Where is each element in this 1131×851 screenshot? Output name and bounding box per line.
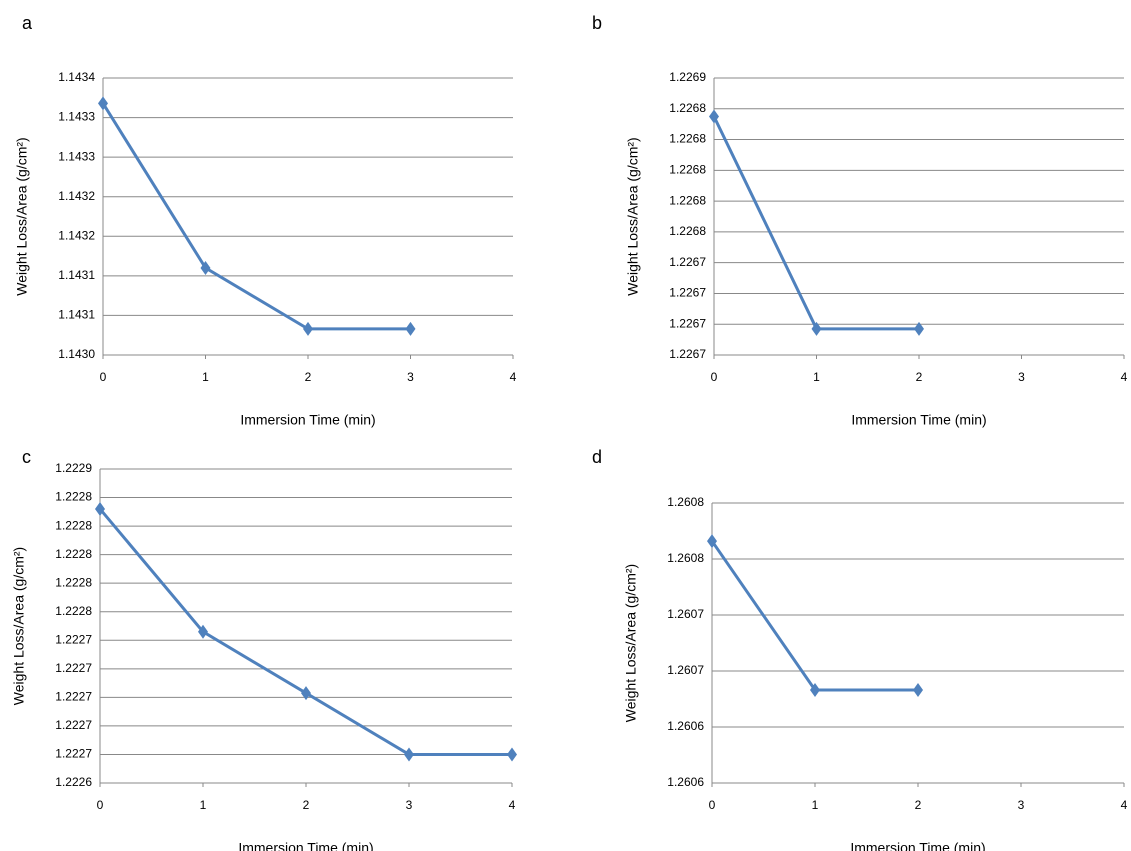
x-axis-label: Immersion Time (min): [851, 412, 986, 428]
data-point: [709, 109, 719, 124]
x-tick-label: 3: [407, 370, 414, 384]
y-tick-label: 1.2226: [55, 775, 92, 789]
data-point: [810, 683, 820, 698]
y-tick-label: 1.2606: [667, 719, 704, 733]
panel-letter: c: [22, 447, 31, 467]
y-tick-label: 1.2607: [667, 607, 704, 621]
y-tick-label: 1.2608: [667, 495, 704, 509]
x-tick-label: 4: [509, 798, 516, 812]
y-tick-label: 1.2228: [55, 490, 92, 504]
y-tick-label: 1.1434: [58, 70, 95, 84]
x-tick-label: 3: [406, 798, 413, 812]
y-tick-label: 1.2606: [667, 775, 704, 789]
data-line: [101, 102, 411, 331]
data-point: [303, 321, 313, 336]
y-tick-label: 1.2268: [669, 101, 706, 115]
data-point: [507, 747, 517, 762]
x-tick-label: 2: [305, 370, 312, 384]
x-tick-label: 1: [813, 370, 820, 384]
data-point: [707, 534, 717, 549]
data-point: [913, 683, 923, 698]
y-tick-label: 1.1430: [58, 347, 95, 361]
y-tick-label: 1.2267: [669, 286, 706, 300]
x-tick-label: 0: [711, 370, 718, 384]
data-point: [811, 321, 822, 336]
y-tick-label: 1.2607: [667, 663, 704, 677]
y-tick-label: 1.1433: [58, 149, 95, 163]
x-axis-label: Immersion Time (min): [240, 412, 375, 428]
x-tick-label: 4: [1121, 798, 1128, 812]
x-tick-label: 0: [97, 798, 104, 812]
panel-letter: a: [22, 13, 33, 33]
y-tick-label: 1.2227: [55, 690, 92, 704]
y-tick-label: 1.2268: [669, 193, 706, 207]
x-tick-label: 2: [303, 798, 310, 812]
data-point: [301, 686, 311, 701]
y-tick-label: 1.2608: [667, 551, 704, 565]
y-tick-label: 1.1431: [58, 268, 95, 282]
data-point: [404, 747, 414, 762]
x-axis-label: Immersion Time (min): [850, 840, 985, 851]
y-tick-label: 1.2268: [669, 163, 706, 177]
y-tick-label: 1.2267: [669, 347, 706, 361]
y-tick-label: 1.2227: [55, 632, 92, 646]
data-point: [98, 96, 108, 111]
y-axis-label: Weight Loss/Area (g/cm²): [14, 137, 30, 295]
x-tick-label: 3: [1018, 798, 1025, 812]
y-tick-label: 1.2267: [669, 316, 706, 330]
y-axis-label: Weight Loss/Area (g/cm²): [623, 564, 639, 722]
y-tick-label: 1.2228: [55, 604, 92, 618]
y-tick-label: 1.1431: [58, 308, 95, 322]
x-tick-label: 4: [510, 370, 517, 384]
x-tick-label: 1: [812, 798, 819, 812]
x-tick-label: 3: [1018, 370, 1025, 384]
x-tick-label: 2: [916, 370, 923, 384]
x-tick-label: 2: [915, 798, 922, 812]
y-tick-label: 1.2267: [669, 255, 706, 269]
data-line: [710, 540, 918, 692]
y-tick-label: 1.2227: [55, 718, 92, 732]
x-tick-label: 1: [202, 370, 209, 384]
x-axis-label: Immersion Time (min): [238, 840, 373, 851]
y-tick-label: 1.1432: [58, 189, 95, 203]
y-axis-label: Weight Loss/Area (g/cm²): [11, 547, 27, 705]
y-tick-label: 1.2227: [55, 661, 92, 675]
y-tick-label: 1.2229: [55, 461, 92, 475]
x-tick-label: 4: [1121, 370, 1128, 384]
data-point: [200, 260, 211, 275]
data-point: [405, 321, 416, 336]
y-tick-label: 1.2268: [669, 132, 706, 146]
x-tick-label: 0: [100, 370, 107, 384]
x-tick-label: 0: [709, 798, 716, 812]
y-tick-label: 1.2268: [669, 224, 706, 238]
y-tick-label: 1.2228: [55, 518, 92, 532]
panel-letter: b: [592, 13, 602, 33]
y-axis-label: Weight Loss/Area (g/cm²): [625, 137, 641, 295]
data-point: [198, 624, 208, 639]
data-line: [712, 115, 919, 331]
x-tick-label: 1: [200, 798, 207, 812]
panel-letter: d: [592, 447, 602, 467]
y-tick-label: 1.2228: [55, 575, 92, 589]
data-line: [98, 507, 512, 756]
data-point: [914, 321, 924, 336]
y-tick-label: 1.2227: [55, 747, 92, 761]
y-tick-label: 1.1432: [58, 228, 95, 242]
y-tick-label: 1.2269: [669, 70, 706, 84]
data-point: [95, 501, 105, 516]
y-tick-label: 1.1433: [58, 110, 95, 124]
y-tick-label: 1.2228: [55, 547, 92, 561]
